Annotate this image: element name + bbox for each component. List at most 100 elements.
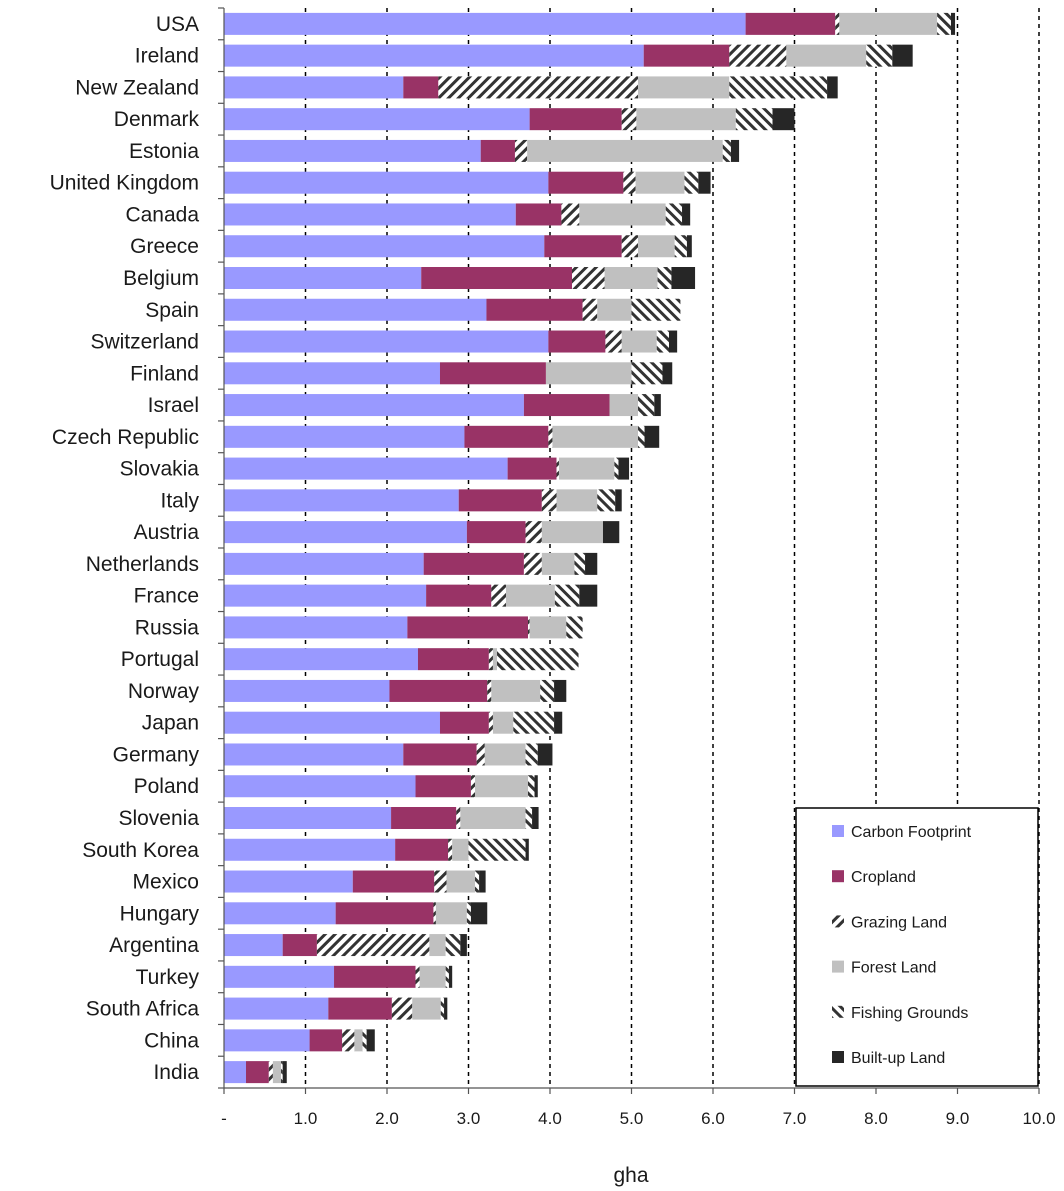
x-tick-label: 8.0 [864, 1109, 888, 1128]
bar-segment-grazing-land [561, 203, 580, 226]
bar-segment-fishing-grounds [540, 679, 555, 702]
bar-segment-fishing-grounds [597, 489, 616, 512]
bar-segment-built-up-land [444, 997, 448, 1020]
bar-segment-built-up-land [686, 235, 692, 258]
bar-segment-grazing-land [487, 679, 492, 702]
bar-segment-carbon-footprint [224, 616, 408, 639]
bar-segment-fishing-grounds [638, 425, 645, 448]
bar-segment-cropland [335, 902, 434, 925]
x-tick-label: 10.0 [1022, 1109, 1055, 1128]
bar-segment-forest-land [529, 616, 567, 639]
legend-label: Fishing Grounds [851, 1005, 968, 1022]
legend-swatch [832, 960, 844, 973]
bar-segment-fishing-grounds [445, 934, 461, 957]
bar-segment-grazing-land [582, 298, 598, 321]
bar-segment-grazing-land [835, 12, 840, 35]
bar-segment-grazing-land [391, 997, 413, 1020]
x-tick-label: 7.0 [783, 1109, 807, 1128]
bar-segment-built-up-land [615, 489, 622, 512]
bar-segment-carbon-footprint [224, 521, 467, 544]
bar-segment-carbon-footprint [224, 298, 487, 321]
bar-segment-forest-land [638, 76, 730, 99]
bar-segment-grazing-land [434, 870, 447, 893]
bar-segment-forest-land [636, 108, 736, 131]
bar-segment-cropland [745, 12, 836, 35]
bar-segment-forest-land [786, 44, 867, 67]
bar-segment-forest-land [492, 711, 514, 734]
bar-segment-carbon-footprint [224, 807, 392, 829]
category-label: Norway [128, 680, 200, 703]
bar-segment-cropland [282, 934, 317, 957]
bar-segment-cropland [417, 648, 489, 671]
bar-segment-forest-land [419, 965, 446, 988]
category-label: USA [156, 13, 199, 36]
category-label: Italy [160, 489, 199, 512]
category-label: China [144, 1029, 199, 1052]
bar-segment-built-up-land [654, 394, 661, 417]
bar-segment-fishing-grounds [631, 362, 663, 385]
bar-segment-fishing-grounds [674, 235, 687, 258]
bar-segment-forest-land [446, 870, 476, 893]
bar-segment-grazing-land [491, 584, 506, 607]
bar-segment-fishing-grounds [937, 12, 951, 35]
bar-segment-grazing-land [448, 838, 453, 861]
bar-segment-cropland [328, 997, 392, 1020]
bar-segment-built-up-land [579, 584, 598, 607]
bar-segment-cropland [391, 807, 457, 829]
bar-segment-built-up-land [585, 552, 598, 575]
bar-segment-fishing-grounds [445, 965, 449, 988]
bar-segment-forest-land [552, 425, 639, 448]
bar-segment-built-up-land [618, 457, 630, 480]
bar-segment-built-up-land [537, 743, 553, 766]
x-tick-label: 2.0 [375, 1109, 399, 1128]
bar-segment-cropland [515, 203, 562, 226]
bar-segment-cropland [395, 838, 449, 861]
bar-segment-grazing-land [476, 743, 485, 766]
bar-segment-cropland [415, 775, 471, 798]
bar-segment-grazing-land [729, 44, 787, 67]
bar-segment-forest-land [558, 457, 615, 480]
bar-segment-carbon-footprint [224, 330, 549, 353]
bar-segment-carbon-footprint [224, 743, 404, 766]
bar-segment-built-up-land [448, 965, 453, 988]
category-label: Denmark [114, 108, 200, 131]
bar-segment-built-up-land [602, 521, 620, 544]
bar-segment-forest-land [597, 298, 632, 321]
bar-segment-built-up-land [532, 807, 539, 829]
bar-segment-grazing-land [548, 425, 553, 448]
category-label: Estonia [129, 140, 199, 163]
bar-segment-grazing-land [456, 807, 461, 829]
bar-segment-grazing-land [415, 965, 420, 988]
bar-segment-grazing-land [623, 171, 636, 194]
category-label: South Africa [86, 998, 200, 1021]
bar-segment-forest-land [491, 679, 541, 702]
bar-segment-forest-land [452, 838, 469, 861]
legend-swatch [832, 1005, 844, 1018]
category-label: Slovakia [120, 458, 200, 481]
bar-segment-fishing-grounds [638, 394, 655, 417]
bar-segment-grazing-land [342, 1029, 355, 1052]
bar-segment-forest-land [412, 997, 441, 1020]
bar-segment-cropland [544, 235, 622, 258]
category-label: Japan [142, 712, 199, 735]
bar-segment-forest-land [638, 235, 675, 258]
bar-segment-cropland [643, 44, 730, 67]
bar-segment-grazing-land [556, 457, 559, 480]
category-label: Poland [134, 775, 199, 798]
x-tick-labels: - 1.0 2.0 3.0 4.0 5.0 6.0 7.0 8.0 9.0 10.0 [221, 1109, 1055, 1128]
bar-segment-built-up-land [554, 711, 563, 734]
bar-segment-grazing-land [470, 775, 476, 798]
legend-label: Grazing Land [851, 914, 947, 931]
category-label: Portugal [121, 648, 199, 671]
bar-segment-carbon-footprint [224, 203, 516, 226]
bar-segment-cropland [246, 1061, 269, 1084]
bar-segment-cropland [458, 489, 542, 512]
bar-segment-grazing-land [541, 489, 557, 512]
bar-segment-cropland [486, 298, 583, 321]
bar-segment-carbon-footprint [224, 934, 283, 957]
bar-segment-built-up-land [671, 267, 696, 289]
bar-segment-grazing-land [621, 235, 639, 258]
bar-segment-forest-land [621, 330, 657, 353]
category-label: Mexico [132, 871, 199, 894]
